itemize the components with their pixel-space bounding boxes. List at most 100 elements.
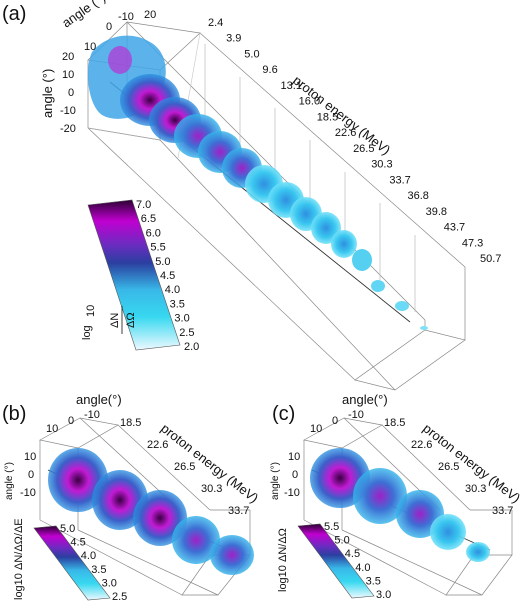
panel-a-colorbar-den: ΔΩ — [125, 312, 137, 328]
energy-tick-label: 22.6 — [411, 439, 432, 451]
tick-label: 0 — [68, 87, 74, 99]
colorbar-tick-label: 2.5 — [179, 327, 194, 339]
tick-label: 10 — [288, 451, 300, 463]
colorbar-tick-label: 4.5 — [160, 270, 175, 282]
panel-a-energy-ticks: 2.43.95.09.6 13.1 16.0 18.5 22.6 26.5 30.3 33.7… — [208, 17, 501, 265]
panel-b-angle-left-label: angle (°) — [4, 462, 15, 500]
panel-a-angle-top-label: angle (°) — [59, 0, 108, 30]
colorbar-tick-label: 4.5 — [70, 537, 85, 549]
panel-c-blobs — [310, 448, 490, 562]
energy-tick-label: 26.5 — [174, 461, 195, 473]
blob — [172, 516, 220, 564]
energy-tick-label: 33.7 — [492, 505, 513, 517]
colorbar-tick-label: 3.0 — [174, 313, 189, 325]
tick-label: -10 — [118, 11, 134, 23]
panel-b-energy-ticks: 18.5 22.6 26.5 30.3 33.7 — [120, 417, 249, 517]
energy-tick-label: 30.3 — [371, 159, 392, 171]
energy-tick-label: 47.3 — [462, 237, 483, 249]
panel-a-colorbar-ticks: 7.0 6.5 6.0 5.5 5.0 4.5 4.0 3.5 3.0 2.5 2.0 — [136, 199, 199, 353]
panel-c-angle-left-label: angle (°) — [270, 462, 281, 500]
energy-tick-label: 13.1 — [281, 80, 302, 92]
tick-label: 10 — [24, 451, 36, 463]
tick-label: 20 — [144, 9, 156, 21]
colorbar-tick-label: 4.0 — [355, 562, 370, 574]
energy-tick-label: 2.4 — [208, 17, 223, 29]
colorbar-tick-label: 3.5 — [170, 298, 185, 310]
energy-tick-label: 30.3 — [201, 483, 222, 495]
energy-tick-label: 18.5 — [120, 417, 141, 429]
tick-label: -10 — [84, 409, 100, 421]
energy-tick-label: 9.6 — [262, 64, 277, 76]
panel-a-tag: (a) — [2, 3, 26, 25]
energy-tick-label: 33.7 — [228, 505, 249, 517]
tick-label: -20 — [60, 123, 76, 135]
tick-label: 10 — [84, 41, 96, 53]
tick-label: 0 — [68, 415, 74, 427]
colorbar-tick-label: 5.5 — [324, 521, 339, 533]
panel-a-colorbar-num: ΔN — [109, 313, 121, 328]
tick-label: 10 — [46, 423, 58, 435]
panel-a-colorbar-log: log — [81, 325, 93, 340]
blob — [420, 326, 428, 330]
panel-b-colorbar: 5.0 4.54.0 3.53.0 2.5 log10 ΔN/ΔΩ/ΔE — [13, 518, 127, 603]
colorbar-tick-label: 3.5 — [91, 564, 106, 576]
panel-a-angle-left-ticks: 20 10 0 -10 -20 — [60, 51, 76, 135]
blob — [108, 46, 132, 74]
energy-tick-label: 50.7 — [480, 253, 501, 265]
panel-c-energy-ticks: 18.5 22.6 26.5 30.3 33.7 — [384, 417, 513, 517]
panel-a-angle-top-ticks: 10 0 -10 20 — [84, 9, 156, 53]
panel-c-tag: (c) — [272, 403, 295, 425]
colorbar-tick-label: 3.5 — [366, 575, 381, 587]
tick-label: -10 — [20, 487, 36, 499]
colorbar-tick-label: 2.5 — [112, 591, 127, 603]
tick-label: -10 — [284, 487, 300, 499]
tick-label: 10 — [62, 69, 74, 81]
panel-a-blobs — [87, 35, 428, 330]
energy-tick-label: 22.6 — [147, 439, 168, 451]
colorbar-tick-label: 6.5 — [141, 213, 156, 225]
energy-tick-label: 26.5 — [353, 143, 374, 155]
energy-tick-label: 16.0 — [299, 96, 320, 108]
panel-c-colorbar-ticks: 5.5 5.04.5 4.03.5 3.0 — [324, 521, 391, 601]
colorbar-tick-label: 7.0 — [136, 199, 151, 211]
colorbar-tick-label: 2.0 — [184, 341, 199, 353]
panel-a-energy-label: proton energy (MeV) — [290, 73, 393, 158]
panel-b-tag: (b) — [2, 403, 26, 425]
blob — [430, 514, 466, 550]
tick-label: -10 — [348, 409, 364, 421]
panel-a-colorbar: 7.0 6.5 6.0 5.5 5.0 4.5 4.0 3.5 3.0 2.5 2.0 log 10… — [81, 199, 199, 353]
energy-tick-label: 26.5 — [438, 461, 459, 473]
panel-c-colorbar-text: log10 ΔN/ΔΩ — [277, 528, 289, 592]
colorbar-tick-label: 4.0 — [165, 284, 180, 296]
blob — [395, 301, 409, 311]
colorbar-tick-label: 3.0 — [376, 589, 391, 601]
panel-a-angle-left-label: angle (°) — [40, 69, 55, 118]
colorbar-tick-label: 5.5 — [150, 242, 165, 254]
panel-a: (a) — [2, 0, 501, 391]
blob — [371, 280, 385, 292]
panel-b-blobs — [48, 448, 254, 575]
colorbar-tick-label: 5.0 — [60, 523, 75, 535]
colorbar-tick-label: 6.0 — [146, 227, 161, 239]
panel-b-angle-top-label: angle(°) — [76, 392, 122, 407]
colorbar-tick-label: 3.0 — [102, 577, 117, 589]
colorbar-tick-label: 5.0 — [334, 535, 349, 547]
panel-c: (c) angle(°) 10 0 -10 angle (°) — [270, 392, 520, 601]
blob — [331, 230, 357, 258]
panel-c-angle-top-label: angle(°) — [342, 392, 388, 407]
tick-label: -10 — [60, 105, 76, 117]
colorbar-tick-label: 4.0 — [81, 550, 96, 562]
panel-b: (b) angle(°) 10 0 -10 angle (°) — [2, 392, 261, 603]
panel-a-colorbar-sub: 10 — [85, 305, 97, 317]
colorbar-tick-label: 4.5 — [345, 548, 360, 560]
energy-tick-label: 3.9 — [226, 33, 241, 45]
energy-tick-label: 22.6 — [335, 127, 356, 139]
energy-tick-label: 30.3 — [465, 483, 486, 495]
panel-c-angle-top-ticks: 10 0 -10 — [310, 409, 364, 435]
energy-tick-label: 36.8 — [407, 190, 428, 202]
panel-b-colorbar-ticks: 5.0 4.54.0 3.53.0 2.5 — [60, 523, 127, 603]
blob — [352, 249, 372, 271]
panel-c-colorbar: 5.5 5.04.5 4.03.5 3.0 log10 ΔN/ΔΩ — [277, 521, 391, 601]
tick-label: 0 — [332, 415, 338, 427]
